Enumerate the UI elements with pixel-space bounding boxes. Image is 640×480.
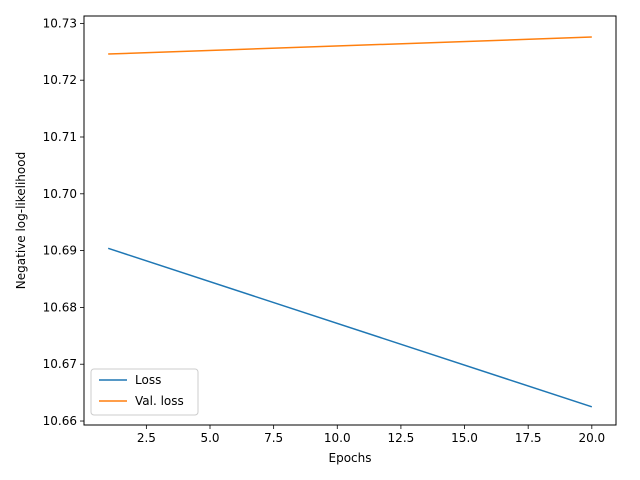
y-tick-label: 10.73	[43, 16, 77, 30]
y-axis-label: Negative log-likelihood	[14, 152, 28, 289]
x-tick-label: 17.5	[515, 431, 542, 445]
x-tick-label: 7.5	[264, 431, 283, 445]
y-tick-label: 10.68	[43, 300, 77, 314]
legend-label-0: Loss	[135, 373, 161, 387]
y-tick-label: 10.66	[43, 414, 77, 428]
x-tick-label: 2.5	[137, 431, 156, 445]
series-line-0	[107, 247, 593, 408]
x-tick-label: 15.0	[451, 431, 478, 445]
y-tick-label: 10.72	[43, 73, 77, 87]
x-tick-label: 5.0	[200, 431, 219, 445]
x-tick-label: 10.0	[324, 431, 351, 445]
axes-frame	[83, 15, 617, 426]
legend: Loss Val. loss	[90, 368, 199, 416]
y-tick-label: 10.69	[43, 244, 77, 258]
legend-label-1: Val. loss	[135, 394, 184, 408]
x-tick-label: 20.0	[578, 431, 605, 445]
x-tick-label: 12.5	[388, 431, 415, 445]
y-tick-label: 10.67	[43, 357, 77, 371]
x-axis-label: Epochs	[329, 451, 372, 465]
series-line-1	[108, 36, 592, 55]
y-tick-label: 10.70	[43, 187, 77, 201]
y-tick-label: 10.71	[43, 130, 77, 144]
